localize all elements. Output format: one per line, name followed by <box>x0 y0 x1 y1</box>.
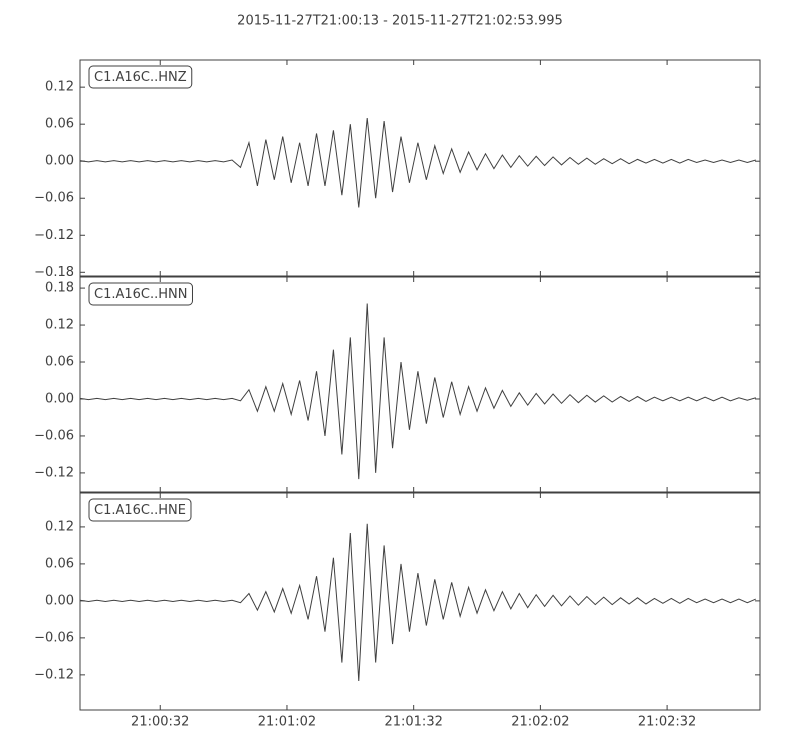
y-tick-label: −0.18 <box>34 265 74 280</box>
y-tick-label: 0.18 <box>45 281 74 296</box>
y-tick-label: 0.12 <box>45 80 74 95</box>
waveform <box>80 303 756 480</box>
y-tick-label: 0.00 <box>45 154 74 169</box>
waveform <box>80 117 756 208</box>
y-tick-label: −0.12 <box>34 465 74 480</box>
panel-frame <box>79 59 761 277</box>
x-tick-label: 21:01:02 <box>258 715 316 730</box>
waveform <box>80 523 757 682</box>
legend-label: C1.A16C..HNN <box>94 287 187 302</box>
legend-box <box>88 282 193 306</box>
panel-frame <box>79 492 761 711</box>
y-tick-label: 0.06 <box>45 117 74 132</box>
figure-title: 2015-11-27T21:00:13 - 2015-11-27T21:02:5… <box>237 14 563 29</box>
y-tick-label: 0.06 <box>45 556 74 571</box>
legend-box <box>88 65 193 89</box>
x-tick-label: 21:02:32 <box>638 715 696 730</box>
x-tick-label: 21:01:32 <box>384 715 442 730</box>
y-tick-label: −0.12 <box>34 667 74 682</box>
y-tick-label: 0.12 <box>45 318 74 333</box>
x-tick-label: 21:00:32 <box>131 715 189 730</box>
y-tick-label: −0.06 <box>34 630 74 645</box>
panel-frame <box>79 276 761 493</box>
y-tick-label: 0.00 <box>45 593 74 608</box>
legend-box <box>88 498 192 522</box>
y-tick-label: 0.06 <box>45 355 74 370</box>
legend-label: C1.A16C..HNE <box>94 503 186 518</box>
y-tick-label: −0.06 <box>34 428 74 443</box>
y-tick-label: 0.12 <box>45 519 74 534</box>
y-tick-label: −0.06 <box>34 191 74 206</box>
y-tick-label: 0.00 <box>45 391 74 406</box>
x-tick-label: 21:02:02 <box>511 715 569 730</box>
y-tick-label: −0.12 <box>34 228 74 243</box>
legend-label: C1.A16C..HNZ <box>94 70 187 85</box>
